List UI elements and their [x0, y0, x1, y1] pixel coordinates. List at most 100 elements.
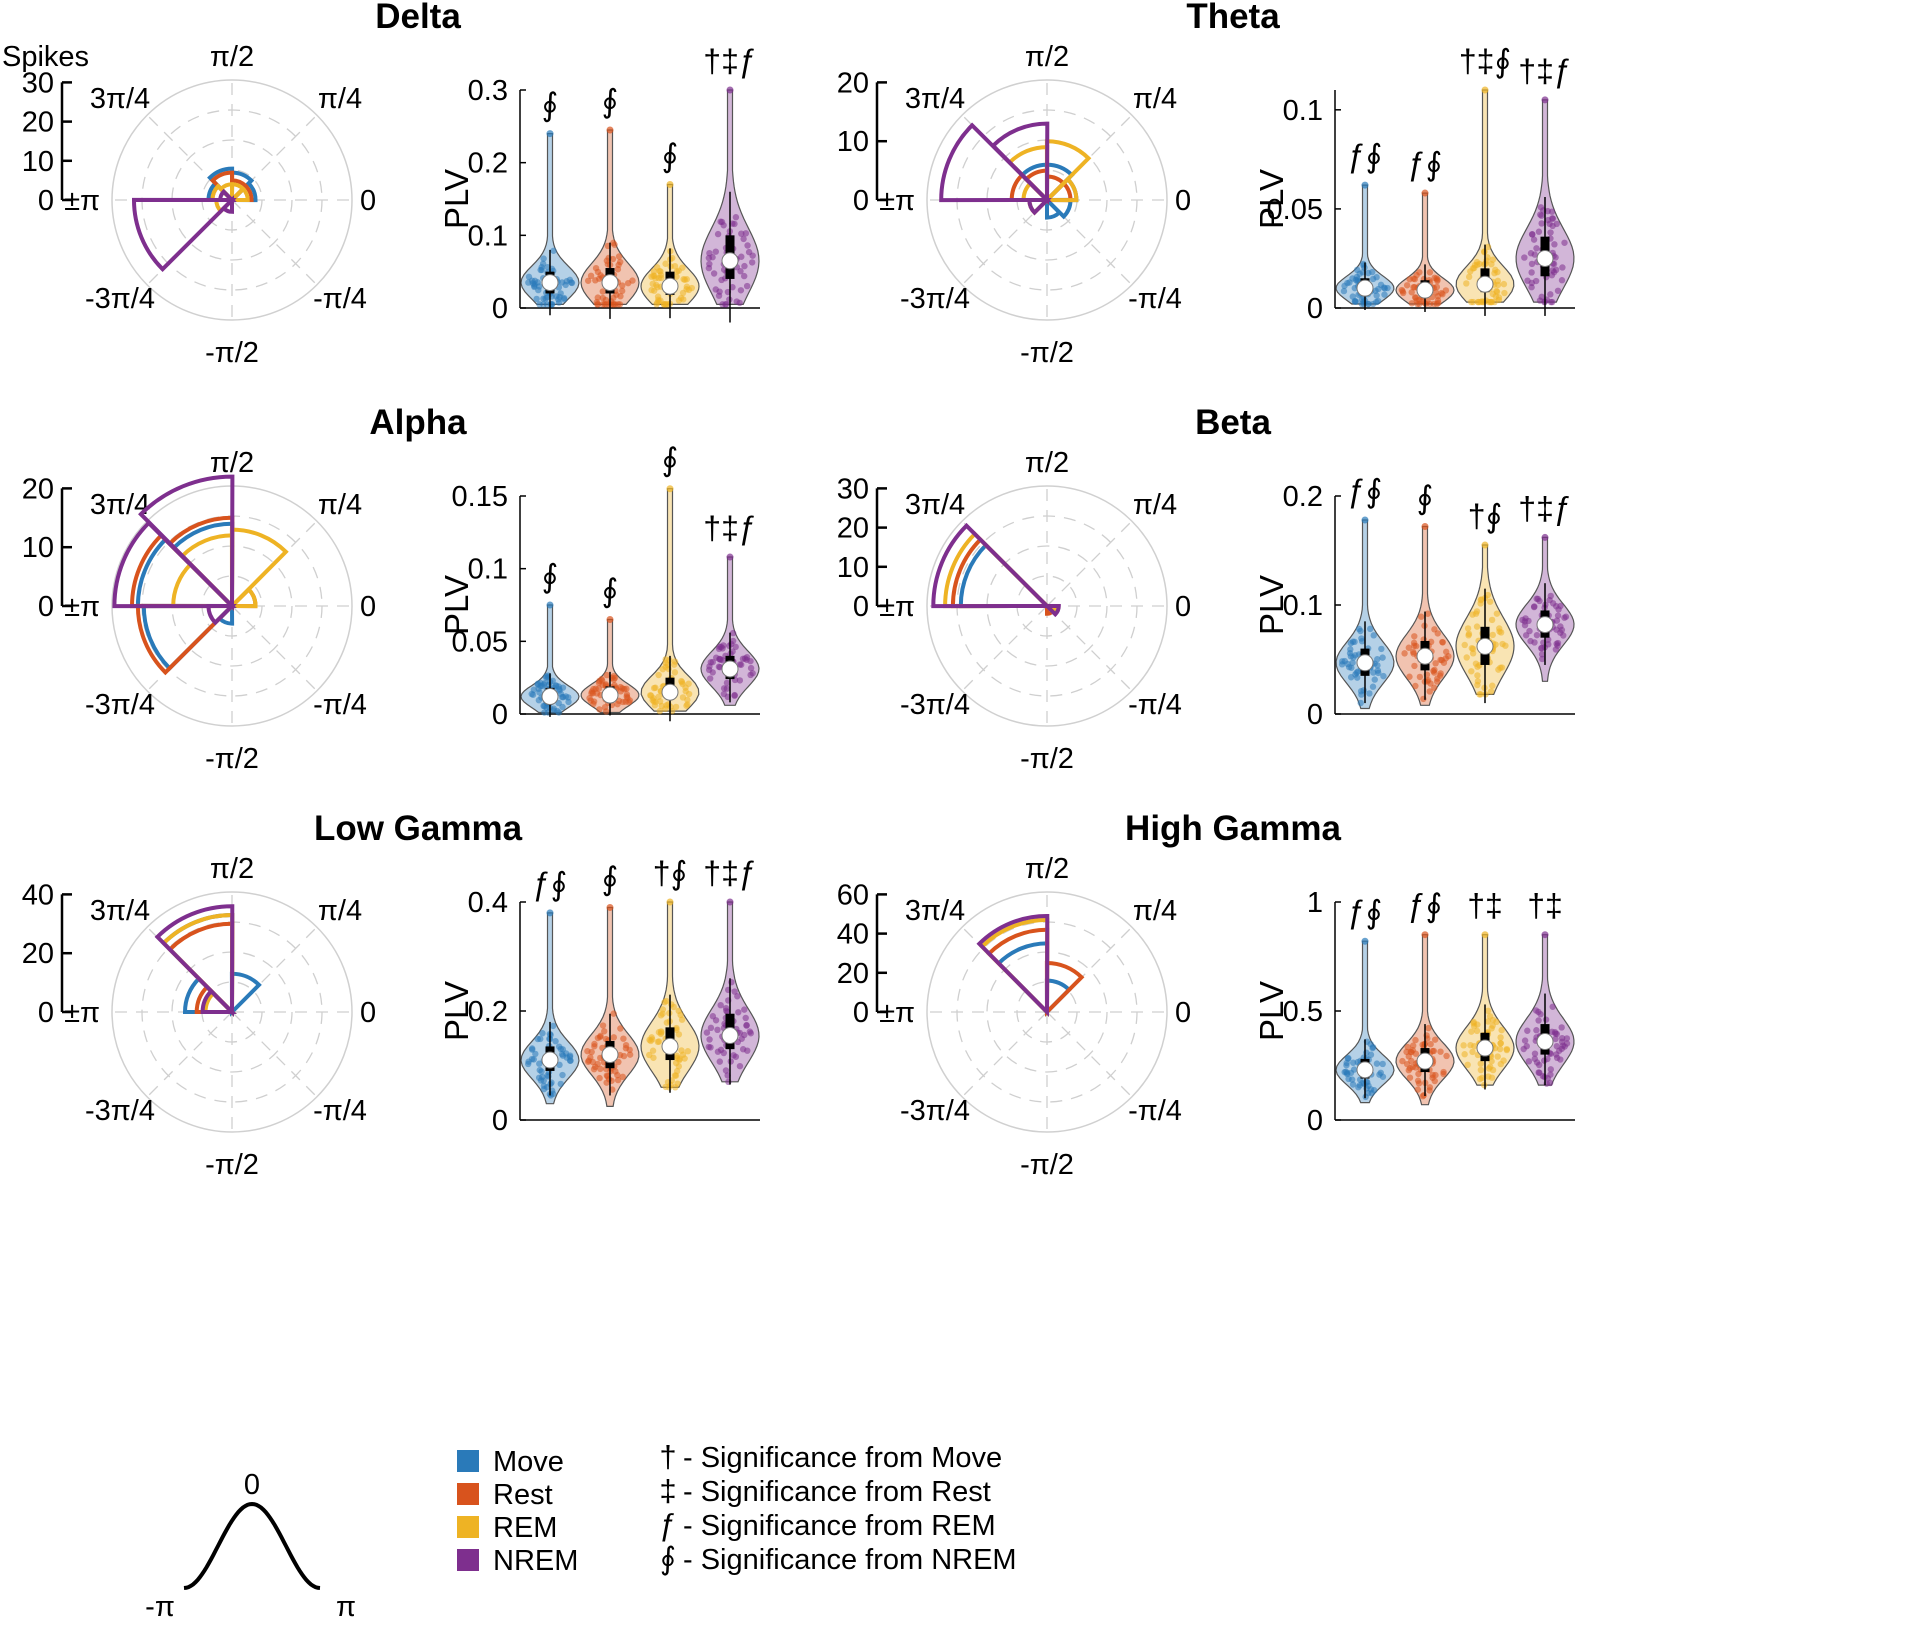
- radial-tick-label: 10: [837, 126, 869, 158]
- violin-point: [720, 685, 728, 692]
- violin-point: [1541, 1057, 1548, 1064]
- violin-point: [546, 130, 554, 138]
- violin-point: [599, 288, 606, 295]
- polar-wedge-move: [135, 536, 237, 609]
- violin-point: [1378, 645, 1385, 653]
- violin-point: [1439, 290, 1446, 298]
- violin-point: [714, 1026, 721, 1034]
- radial-tick-label: 0: [853, 185, 869, 217]
- violin-median: [541, 274, 559, 292]
- violin-point: [1432, 1071, 1439, 1079]
- violin-point: [1531, 251, 1538, 258]
- y-tick-label: 0.3: [468, 75, 508, 107]
- violin-point: [614, 700, 621, 708]
- violin-point: [615, 253, 623, 260]
- violin-point: [1358, 300, 1366, 308]
- violin-point: [1488, 1074, 1496, 1081]
- violin-point: [1491, 269, 1498, 277]
- violin-point: [1351, 298, 1359, 305]
- violin-point: [712, 248, 719, 255]
- violin-point: [552, 1038, 559, 1045]
- violin-point: [535, 697, 543, 704]
- violin-point: [1408, 289, 1415, 296]
- violin-point: [1496, 1045, 1504, 1053]
- angle-label-top-left: 3π/4: [90, 895, 150, 927]
- y-tick-label: 0.4: [468, 887, 508, 919]
- violin-point: [746, 1028, 754, 1035]
- violin-point: [1379, 1060, 1386, 1068]
- violin-point: [728, 978, 735, 986]
- polar-wedge-nrem: [1027, 198, 1052, 216]
- violin-median: [1536, 1033, 1554, 1051]
- violin-point: [1431, 1077, 1438, 1085]
- violin-point: [741, 262, 748, 270]
- violin-point: [541, 709, 548, 716]
- violin-point: [1530, 236, 1538, 243]
- angle-label-bottom: -π/2: [1020, 743, 1074, 775]
- violin-point: [618, 287, 626, 295]
- y-tick-label: 0: [492, 1105, 508, 1137]
- violin-point: [566, 1053, 574, 1061]
- angle-label-top: π/2: [1025, 853, 1069, 885]
- y-tick-label: 0: [492, 699, 508, 731]
- band-title: Theta: [1186, 0, 1280, 36]
- violin-median: [541, 688, 559, 706]
- violin-point: [1554, 642, 1561, 649]
- polar-wedge-rem: [229, 527, 289, 611]
- violin-point: [1481, 541, 1489, 549]
- violin-point: [623, 691, 631, 698]
- polar-spoke: [146, 1011, 233, 1098]
- violin-point: [683, 283, 691, 290]
- violin-point: [1560, 632, 1567, 639]
- violin-point: [1465, 632, 1472, 639]
- violin-point: [1461, 1051, 1468, 1058]
- violin-point: [736, 677, 744, 684]
- radial-tick-label: 20: [837, 958, 869, 990]
- angle-label-bottom: -π/2: [205, 337, 259, 369]
- y-tick-label: 0.2: [1283, 481, 1323, 513]
- violin-point: [744, 242, 751, 249]
- significance-marker: †‡ƒ: [703, 510, 756, 546]
- violin-point: [1525, 1058, 1533, 1065]
- violin-point: [1484, 243, 1492, 251]
- radial-tick-label: 20: [22, 938, 54, 970]
- violin-point: [1440, 1068, 1447, 1076]
- polar-wedge-move: [207, 166, 235, 205]
- violin-point: [655, 671, 662, 679]
- violin-point: [1464, 1061, 1471, 1069]
- violin-point: [1531, 1050, 1539, 1057]
- violin-point: [658, 1029, 665, 1036]
- violin-point: [648, 286, 655, 294]
- violin-point: [536, 283, 543, 290]
- violin-point: [1529, 231, 1536, 238]
- significance-marker: ƒ∮: [1408, 146, 1442, 182]
- violin-point: [1434, 675, 1441, 682]
- violin-point: [603, 671, 610, 679]
- violin-point: [1562, 613, 1570, 620]
- violin-point: [1487, 1063, 1494, 1071]
- violin-point: [1350, 1066, 1358, 1073]
- violin-point: [1469, 650, 1477, 657]
- angle-label-top-right: π/4: [318, 83, 362, 115]
- violin-point: [646, 1051, 653, 1059]
- violin-point: [1360, 262, 1367, 269]
- violin-point: [524, 1060, 532, 1068]
- violin-point: [1533, 1027, 1540, 1034]
- violin-point: [673, 1052, 681, 1060]
- polar-wedge-nrem: [112, 520, 237, 609]
- angle-label-bottom-right: -π/4: [313, 1095, 367, 1127]
- significance-marker: †∮: [653, 855, 687, 891]
- polar-wedge-nrem: [138, 474, 235, 611]
- violin-point: [1544, 636, 1552, 643]
- violin-point: [1521, 618, 1529, 625]
- violin-median: [601, 274, 619, 292]
- violin-point: [617, 258, 624, 266]
- violin-point: [1369, 300, 1377, 308]
- y-tick-label: 0.1: [1283, 590, 1323, 622]
- band-title: Beta: [1195, 403, 1271, 442]
- violin-point: [1361, 937, 1369, 945]
- violin-point: [1487, 688, 1495, 695]
- significance-marker: †‡ƒ: [703, 43, 756, 79]
- violin-point: [1358, 635, 1365, 642]
- violin-point: [663, 1019, 671, 1026]
